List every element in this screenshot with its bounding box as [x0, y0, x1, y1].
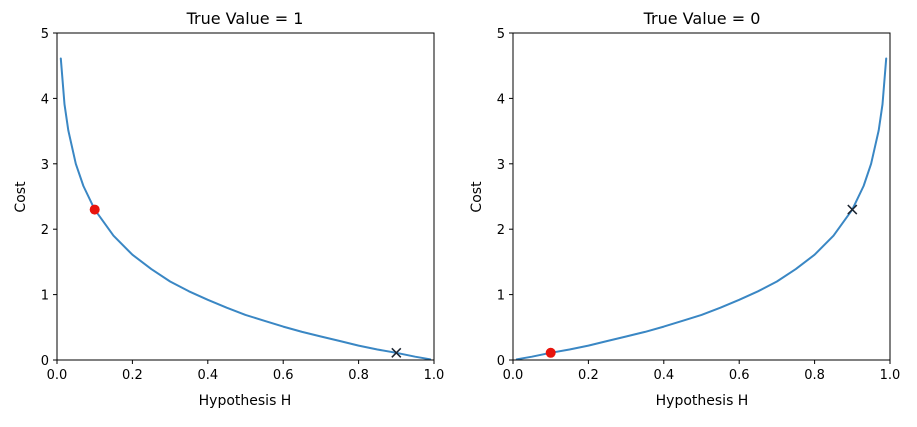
left-x-tick-label: 0.2 — [122, 368, 143, 383]
right-x-marker — [847, 204, 858, 215]
right-cost-curve — [515, 57, 888, 361]
left-y-tick-label: 4 — [41, 92, 49, 107]
left-y-tick-label: 5 — [41, 27, 49, 42]
right-chart-panel: True Value = 0 Hypothesis H Cost 0.0 0.2 0… — [469, 9, 900, 409]
left-x-tick-label: 0.8 — [348, 368, 369, 383]
right-x-tick-label: 0.2 — [578, 368, 599, 383]
right-x-axis-label: Hypothesis H — [656, 393, 749, 409]
left-highlight-point — [89, 204, 100, 215]
right-y-tick-label: 2 — [497, 223, 505, 238]
right-axes-frame — [512, 32, 891, 361]
left-chart-panel: True Value = 1 Hypothesis H Cost 0.0 0.2 0… — [13, 9, 444, 409]
left-y-tick-label: 3 — [41, 158, 49, 173]
right-x-tick-label: 0.6 — [729, 368, 750, 383]
right-y-tick-label: 1 — [497, 289, 505, 304]
left-y-tick-label: 2 — [41, 223, 49, 238]
left-x-tick-label: 1.0 — [424, 368, 445, 383]
left-chart-title: True Value = 1 — [186, 9, 304, 28]
left-y-tick-label: 1 — [41, 289, 49, 304]
left-x-axis-label: Hypothesis H — [199, 393, 292, 409]
right-y-tick-label: 0 — [497, 354, 505, 369]
left-axes-frame — [56, 32, 435, 361]
left-x-tick-label: 0.4 — [197, 368, 218, 383]
left-x-tick-label: 0.0 — [47, 368, 68, 383]
right-x-tick-label: 1.0 — [880, 368, 901, 383]
right-chart-title: True Value = 0 — [643, 9, 761, 28]
right-y-tick-label: 3 — [497, 158, 505, 173]
left-x-marker — [391, 347, 402, 358]
right-x-tick-label: 0.0 — [503, 368, 524, 383]
right-y-axis-label: Cost — [469, 181, 485, 213]
left-x-tick-label: 0.6 — [273, 368, 294, 383]
right-x-tick-label: 0.4 — [653, 368, 674, 383]
left-y-tick-label: 0 — [41, 354, 49, 369]
left-y-axis-label: Cost — [13, 181, 29, 213]
right-y-tick-label: 4 — [497, 92, 505, 107]
right-highlight-point — [545, 347, 556, 358]
right-y-tick-label: 5 — [497, 27, 505, 42]
left-cost-curve — [59, 57, 432, 361]
right-x-tick-label: 0.8 — [804, 368, 825, 383]
